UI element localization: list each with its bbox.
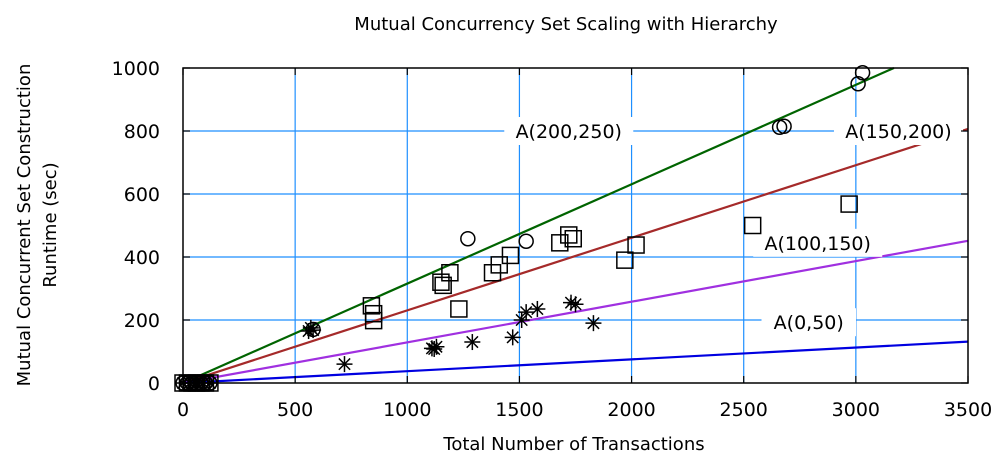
star-stroke — [306, 323, 320, 337]
star-stroke — [506, 331, 519, 344]
line-labels: A(200,250) A(150,200) A(100,150) A(0,50) — [504, 117, 963, 337]
data-point-square — [450, 300, 468, 318]
star-stroke — [531, 302, 544, 316]
axes: 0 500 1000 1500 2000 2500 3000 3500 0 200 400 600 80… — [112, 58, 993, 421]
y-tick-label: 400 — [124, 247, 160, 269]
x-tick-label: 2500 — [720, 399, 768, 421]
data-point-square — [364, 311, 383, 330]
y-tick-label: 1000 — [112, 58, 160, 80]
data-point-square — [441, 264, 459, 282]
data-point-circle — [460, 230, 476, 247]
line-label-background — [761, 308, 857, 337]
data-points — [174, 64, 871, 392]
y-axis-label-line-2: Runtime (sec) — [40, 162, 61, 287]
fit-line — [182, 340, 969, 385]
data-point-star — [336, 356, 353, 373]
x-axis-label: Total Number of Transactions — [442, 434, 704, 455]
x-tick-label: 1500 — [495, 399, 543, 421]
data-point-square — [432, 273, 450, 291]
data-point-star — [464, 334, 481, 351]
data-point-star — [585, 315, 602, 332]
line-label: A(0,50) — [774, 312, 844, 334]
data-point-circle — [776, 118, 792, 135]
x-tick-label: 3000 — [832, 399, 880, 421]
y-axis-label-line-1: Mutual Concurrent Set Construction — [14, 64, 35, 387]
line-label: A(150,200) — [845, 121, 951, 143]
data-point-square — [840, 195, 858, 213]
x-tick-label: 500 — [277, 399, 313, 421]
fit-line — [182, 127, 969, 385]
data-point-square — [560, 226, 578, 244]
line-label: A(100,150) — [765, 233, 871, 255]
star-stroke — [338, 357, 351, 371]
line-label-background — [504, 117, 634, 145]
data-point-square — [564, 229, 583, 248]
data-point-square — [616, 251, 634, 269]
data-point-star — [428, 338, 445, 355]
star-stroke — [569, 298, 582, 311]
data-point-square — [434, 276, 452, 295]
line-label-background — [833, 117, 963, 145]
data-point-star — [504, 329, 521, 346]
data-point-square — [490, 256, 508, 274]
data-point-star — [567, 296, 584, 313]
x-tick-label: 1000 — [383, 399, 431, 421]
line-label-background — [753, 228, 883, 257]
x-tick-label: 2000 — [607, 399, 655, 421]
data-point-square — [743, 216, 762, 235]
line-label: A(200,250) — [516, 121, 622, 143]
star-stroke — [587, 316, 600, 330]
data-point-circle — [518, 233, 534, 249]
y-axis-label: Mutual Concurrent Set Construction Runti… — [14, 64, 61, 387]
x-tick-label: 3500 — [944, 399, 992, 421]
star-stroke — [430, 340, 443, 353]
data-point-star — [305, 322, 322, 339]
data-point-star — [513, 312, 530, 328]
data-point-star — [529, 300, 546, 317]
y-tick-label: 200 — [124, 310, 160, 332]
chart-title: Mutual Concurrency Set Scaling with Hier… — [354, 14, 778, 35]
data-point-circle — [850, 76, 866, 92]
data-point-square — [501, 246, 520, 265]
y-tick-label: 600 — [124, 184, 160, 206]
plot-frame — [182, 67, 969, 384]
y-tick-label: 800 — [124, 121, 160, 143]
data-point-square — [627, 236, 645, 254]
data-point-star — [518, 304, 535, 321]
star-stroke — [466, 335, 479, 349]
x-tick-label: 0 — [177, 399, 189, 421]
y-tick-label: 0 — [148, 373, 160, 395]
